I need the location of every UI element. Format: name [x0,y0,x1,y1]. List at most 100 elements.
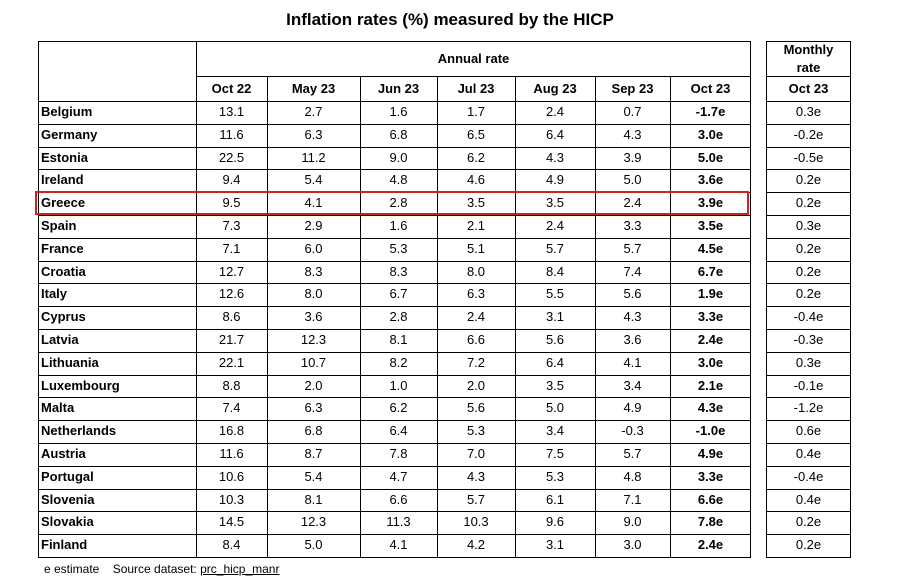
table-cell: 4.3 [623,127,642,142]
row-divider [38,329,751,330]
table-cell: 4.7 [389,469,408,484]
table-title: Inflation rates (%) measured by the HICP [286,10,614,29]
table-cell: -0.3 [621,423,644,438]
monthly-cell: 0.2e [795,172,822,187]
monthly-cell: 0.3e [795,218,822,233]
monthly-cell: 0.2e [795,514,822,529]
country-label: Italy [41,286,68,301]
table-cell: 3.3e [697,309,724,324]
table-cell: 2.0 [304,378,323,393]
monthly-row-divider [766,420,851,421]
table-cell: 11.6 [219,446,244,461]
column-header-aug-23: Aug 23 [533,81,577,96]
table-cell: 3.6 [304,309,323,324]
country-label: Belgium [41,104,93,119]
table-cell: 1.9e [697,286,724,301]
table-cell: 7.8e [697,514,724,529]
source-label: Source dataset: [112,562,197,576]
column-divider [515,76,516,558]
country-label: Germany [41,127,98,142]
monthly-row-divider [766,534,851,535]
table-cell: 4.3 [466,469,486,484]
table-cell: 2.4e [697,332,724,347]
table-cell: 8.2 [389,355,408,370]
table-cell: 4.1 [389,537,408,552]
source-dataset-link[interactable]: prc_hicp_manr [200,562,280,576]
table-cell: 7.4 [623,264,642,279]
table-cell: 10.3 [463,514,489,529]
monthly-row-divider [766,511,851,512]
country-label: Latvia [41,332,79,347]
country-label: Malta [41,400,75,415]
row-divider [38,443,751,444]
table-cell: 3.3e [697,469,724,484]
table-cell: 2.4 [623,195,642,210]
table-cell: 5.4 [304,172,323,187]
column-divider [670,76,671,558]
table-cell: 2.7 [304,104,323,119]
table-cell: 2.0 [466,378,486,393]
table-cell: 4.5e [697,241,724,256]
country-label: Ireland [41,172,84,187]
table-cell: 3.5 [466,195,486,210]
table-cell: 8.8 [222,378,241,393]
row-divider [38,352,751,353]
table-cell: 6.4 [545,355,565,370]
row-divider [38,238,751,239]
country-label: Finland [41,537,88,552]
table-cell: 3.5 [545,195,565,210]
table-cell: 12.6 [218,286,245,301]
column-header-oct-23: Oct 23 [690,81,731,96]
table-cell: 4.8 [389,172,408,187]
column-divider [437,76,438,558]
row-divider [38,283,751,284]
table-cell: 3.9 [623,150,642,165]
row-divider [38,124,751,125]
annual-rate-table [38,41,751,558]
table-cell: 10.7 [300,355,327,370]
country-label: Estonia [41,150,88,165]
table-cell: 5.0 [623,172,642,187]
monthly-cell: 0.3e [795,355,822,370]
row-divider [38,169,751,170]
table-cell: 21.7 [218,332,245,347]
table-cell: 3.1 [545,537,565,552]
table-cell: 0.7 [623,104,642,119]
column-header-may-23: May 23 [291,81,336,96]
table-cell: 5.6 [623,286,642,301]
table-cell: 1.6 [389,218,408,233]
monthly-row-divider [766,192,851,193]
table-cell: 2.4e [697,537,724,552]
column-header-jun-23: Jun 23 [377,81,420,96]
country-label: France [41,241,84,256]
monthly-row-divider [766,238,851,239]
monthly-cell: -0.2e [793,127,824,142]
country-label: Austria [41,446,86,461]
table-cell: 7.3 [222,218,241,233]
table-cell: 5.7 [545,241,565,256]
monthly-cell: 0.3e [795,104,822,119]
table-cell: 6.5 [466,127,486,142]
monthly-rate-table [766,41,851,558]
monthly-row-divider [766,375,851,376]
table-cell: 11.3 [386,514,411,529]
monthly-header-bottom-line [766,101,851,102]
table-cell: 5.5 [545,286,565,301]
monthly-cell: 0.4e [795,446,822,461]
table-cell: 7.0 [466,446,486,461]
table-cell: 6.3 [304,400,323,415]
table-cell: 5.4 [304,469,323,484]
table-cell: 3.4 [623,378,642,393]
table-cell: 12.3 [300,514,327,529]
table-cell: 14.5 [218,514,245,529]
table-cell: 8.4 [222,537,241,552]
table-cell: 8.1 [389,332,408,347]
table-cell: 22.1 [218,355,245,370]
monthly-cell: -0.3e [793,332,824,347]
table-cell: 5.0 [304,537,323,552]
table-cell: 2.4 [545,218,565,233]
table-cell: 4.3 [623,309,642,324]
country-label: Croatia [41,264,86,279]
monthly-cell: -0.1e [793,378,824,393]
row-divider [38,375,751,376]
